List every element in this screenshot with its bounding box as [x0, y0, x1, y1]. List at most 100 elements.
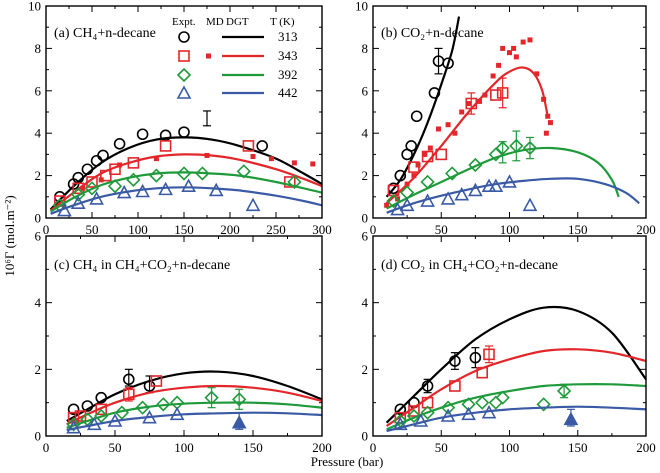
expt-marker [256, 140, 269, 152]
y-tick-label: 6 [35, 83, 42, 98]
md-point [204, 152, 210, 158]
expt-marker [181, 178, 196, 192]
expt-marker [136, 128, 149, 141]
expt-marker [127, 157, 140, 169]
series-313 [66, 368, 322, 422]
md-point [411, 173, 417, 179]
md-point [543, 130, 549, 136]
series-442 [50, 178, 322, 217]
expt-marker [421, 150, 434, 163]
dgt-line-313 [66, 370, 322, 422]
panel-frame [372, 5, 647, 219]
plot-area [385, 305, 646, 433]
expt-marker [440, 191, 456, 205]
series-442 [386, 404, 646, 433]
expt-marker [445, 166, 460, 181]
expt-marker [465, 97, 478, 110]
md-point [459, 109, 465, 115]
expt-marker [468, 157, 483, 173]
expt-marker [123, 373, 135, 386]
expt-marker [114, 405, 130, 420]
md-point [476, 98, 482, 104]
expt-marker [420, 174, 435, 190]
x-tick-label: 200 [636, 440, 656, 455]
y-tick-label: 2 [362, 168, 369, 183]
panel-d: 0 50 100 150 200 0 2 4 6 (d) CO₂ in CH₄+CO₂+n-dec… [362, 229, 656, 456]
x-tick-label: 0 [370, 222, 377, 237]
expt-marker [107, 413, 123, 427]
y-tick-label: 4 [362, 126, 369, 141]
series-343 [385, 345, 646, 427]
expt-marker [390, 201, 405, 216]
series-343 [384, 37, 553, 208]
md-point [310, 161, 316, 167]
y-tick-label: 2 [362, 362, 369, 377]
y-tick-label: 10 [28, 0, 41, 14]
expt-marker [420, 193, 435, 207]
expt-marker [386, 193, 401, 209]
x-tick-label: 0 [43, 222, 50, 237]
expt-marker [66, 419, 81, 434]
panel-title: (b) CO₂+n-decane [381, 26, 484, 41]
y-tick-label: 2 [35, 362, 42, 377]
expt-marker [481, 404, 497, 419]
dgt-line-442 [66, 411, 322, 432]
x-tick-label: 50 [86, 222, 99, 237]
expt-marker [135, 400, 150, 415]
legend-marker-392 [176, 67, 192, 83]
expt-marker [405, 140, 418, 152]
expt-marker [204, 390, 219, 405]
expt-marker [522, 197, 538, 212]
expt-marker [488, 395, 503, 410]
expt-marker [410, 110, 423, 123]
dgt-line-343 [385, 348, 646, 427]
expt-marker [242, 140, 255, 152]
md-point [500, 45, 506, 51]
x-tick-label: 150 [243, 440, 263, 455]
dgt-line-392 [386, 383, 646, 431]
x-tick-label: 100 [174, 440, 194, 455]
expt-marker [413, 413, 429, 427]
expt-marker [57, 202, 72, 217]
expt-marker [440, 408, 456, 422]
expt-marker [495, 140, 510, 156]
legend-marker-313 [178, 31, 190, 43]
expt-marker [109, 163, 121, 176]
y-tick-label: 0 [362, 429, 369, 444]
y-tick-label: 0 [362, 211, 369, 226]
md-point [511, 45, 517, 51]
x-tick-label: 0 [43, 440, 50, 455]
expt-marker [67, 403, 80, 416]
x-tick-label: 150 [568, 222, 588, 237]
expt-marker [123, 388, 135, 401]
panel-b: 0 50 100 150 200 0 2 4 6 8 10 (b) CO₂+n-decane [355, 0, 656, 237]
md-point [445, 122, 451, 128]
expt-marker [236, 164, 251, 179]
legend-header-dgt: DGT [226, 16, 249, 28]
md-point [496, 62, 502, 68]
expt-marker [449, 380, 461, 392]
expt-marker [408, 161, 420, 173]
legend-temp-343: 343 [278, 48, 298, 63]
md-point [507, 50, 512, 56]
plot-area [49, 110, 322, 217]
expt-marker [195, 166, 210, 181]
y-tick-label: 0 [35, 429, 42, 444]
expt-marker [440, 400, 456, 415]
legend-temp-442: 442 [278, 85, 298, 100]
dgt-line-313 [385, 305, 646, 424]
y-tick-label: 6 [35, 229, 42, 244]
expt-marker [176, 166, 192, 181]
expt-marker [86, 176, 98, 188]
expt-marker [84, 181, 100, 196]
y-tick-label: 6 [362, 83, 369, 98]
panel-a: 0 50 100 150 200 250 300 0 2 4 6 8 10 (a) CH₄+n-decan… [28, 0, 332, 237]
md-point [436, 126, 442, 132]
series-442 [386, 174, 640, 216]
legend-temp-313: 313 [278, 29, 298, 44]
expt-marker [89, 191, 104, 205]
expt-marker [116, 184, 132, 199]
expt-marker [454, 187, 470, 201]
expt-marker [178, 126, 190, 138]
